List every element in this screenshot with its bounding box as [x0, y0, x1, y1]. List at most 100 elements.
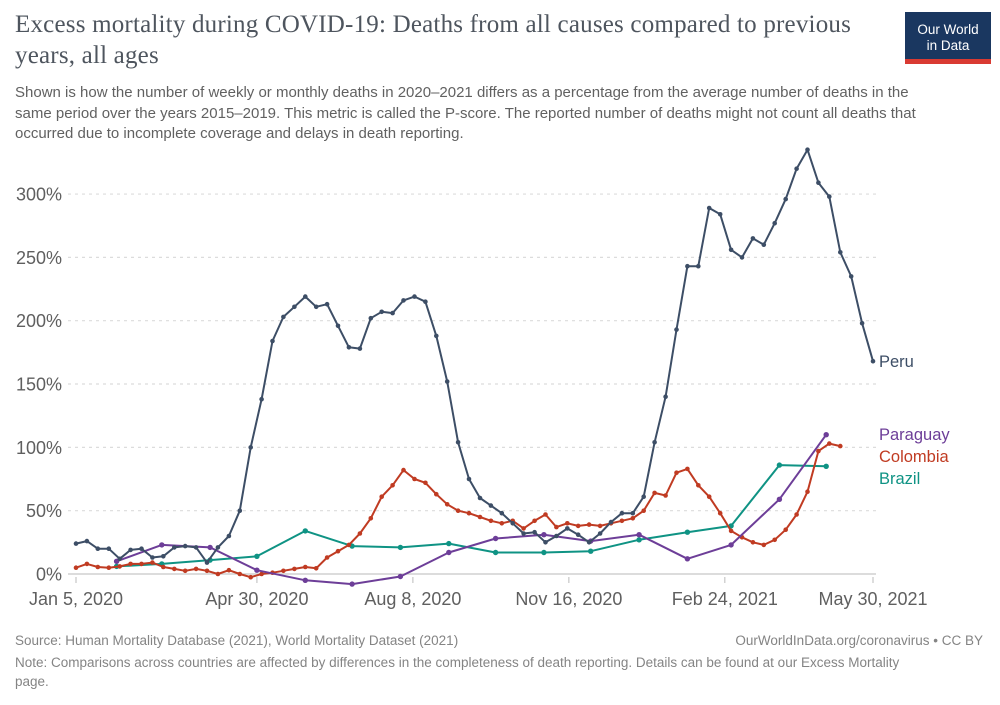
data-point	[521, 526, 526, 531]
data-point	[717, 212, 723, 217]
data-point	[565, 521, 570, 526]
data-point	[776, 496, 783, 502]
data-point	[466, 476, 472, 482]
y-tick-label: 0%	[36, 565, 62, 585]
x-axis: Jan 5, 2020 Apr 30, 2020 Aug 8, 2020 Nov 16…	[29, 577, 928, 609]
data-point	[412, 294, 417, 299]
data-point	[73, 565, 79, 570]
data-point	[652, 440, 657, 445]
data-point	[466, 510, 472, 516]
data-point	[259, 571, 264, 577]
data-point	[139, 561, 144, 567]
data-point	[597, 531, 603, 536]
data-point	[379, 309, 385, 315]
owid-logo-line2: in Data	[926, 38, 970, 53]
data-point	[401, 298, 406, 303]
series-brazil: Brazil	[113, 462, 920, 570]
data-point	[663, 394, 668, 400]
data-point	[816, 180, 821, 185]
data-point	[397, 544, 404, 551]
page-title: Excess mortality during COVID-19: Deaths…	[15, 11, 852, 69]
data-point	[772, 220, 777, 226]
data-point	[73, 541, 79, 546]
data-point	[492, 535, 499, 542]
x-tick-label: Jan 5, 2020	[29, 589, 123, 609]
data-point	[728, 542, 734, 548]
data-point	[349, 581, 355, 587]
data-point	[193, 545, 199, 550]
data-point	[674, 327, 679, 332]
data-point	[204, 568, 210, 574]
data-point	[674, 470, 679, 476]
data-point	[588, 548, 594, 554]
data-point	[270, 338, 275, 344]
data-point	[455, 440, 461, 445]
data-point	[848, 274, 854, 279]
data-point	[827, 441, 832, 446]
data-point	[346, 345, 352, 350]
data-point	[739, 255, 745, 260]
data-point	[302, 528, 308, 534]
data-point	[761, 542, 767, 548]
data-point	[641, 494, 646, 500]
data-point	[586, 522, 592, 527]
data-point	[477, 514, 483, 520]
data-point	[128, 561, 133, 567]
data-point	[397, 573, 404, 580]
data-point	[444, 502, 450, 507]
data-point	[423, 480, 428, 486]
note-text: Note: Comparisons across countries are a…	[15, 654, 900, 690]
chart-subtitle: Shown is how the number of weekly or mon…	[15, 84, 916, 143]
x-tick-label: Aug 8, 2020	[364, 589, 461, 609]
attribution-link[interactable]: OurWorldInData.org/coronavirus • CC BY	[735, 633, 983, 648]
data-point	[248, 574, 253, 580]
data-point	[455, 508, 461, 513]
data-point	[541, 549, 547, 556]
data-point	[215, 545, 221, 550]
data-point	[357, 346, 363, 351]
data-point	[237, 571, 243, 577]
data-point	[823, 463, 829, 469]
data-point	[761, 242, 767, 247]
data-point	[532, 518, 537, 524]
data-point	[772, 537, 777, 543]
data-point	[150, 560, 155, 565]
series-peru: Peru	[73, 147, 914, 565]
data-point	[575, 532, 581, 537]
data-point	[357, 531, 363, 536]
y-tick-label: 50%	[26, 501, 62, 521]
data-point	[139, 546, 144, 551]
data-point	[510, 521, 515, 526]
data-point	[117, 564, 122, 569]
data-point	[630, 516, 636, 521]
data-point	[446, 540, 452, 547]
data-point	[254, 553, 260, 559]
data-point	[652, 490, 657, 496]
series-line-paraguay	[115, 433, 828, 586]
series-line-brazil	[115, 464, 828, 568]
data-point	[532, 529, 537, 535]
data-point	[84, 561, 90, 567]
data-point	[346, 542, 352, 548]
data-point	[827, 194, 832, 199]
owid-logo-line1: Our World	[917, 22, 979, 38]
data-point	[313, 304, 319, 310]
owid-logo[interactable]: Our World in Data	[905, 12, 991, 64]
x-tick-label: May 30, 2021	[818, 589, 927, 609]
series-label-colombia: Colombia	[879, 448, 950, 466]
data-point	[575, 523, 581, 529]
data-point	[805, 489, 810, 495]
data-point	[182, 568, 188, 574]
series-colombia: Colombia	[73, 441, 950, 580]
series-paraguay: Paraguay	[113, 426, 950, 587]
data-point	[128, 547, 133, 553]
data-point	[554, 533, 559, 539]
data-point	[838, 443, 843, 449]
data-point	[292, 304, 297, 310]
data-point	[106, 565, 112, 570]
data-point	[401, 467, 406, 473]
data-point	[281, 314, 286, 320]
data-point	[303, 564, 308, 570]
data-point	[368, 516, 374, 521]
source-text: Source: Human Mortality Database (2021),…	[15, 633, 459, 648]
